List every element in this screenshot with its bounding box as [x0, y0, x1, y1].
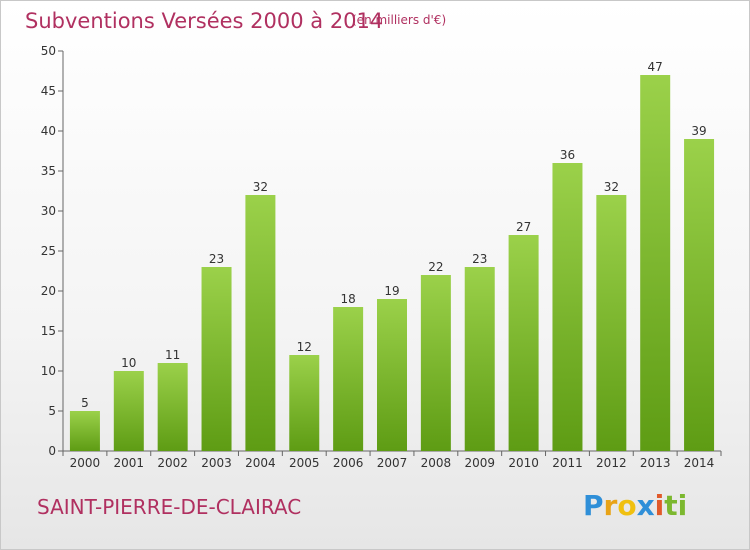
bar-2001 [113, 371, 144, 451]
y-tick-label: 0 [48, 444, 56, 458]
x-tick-label-2009: 2009 [464, 456, 495, 470]
y-tick-label: 35 [41, 164, 56, 178]
bar-2002 [157, 363, 188, 451]
value-label-2004: 32 [253, 180, 268, 194]
value-label-2000: 5 [81, 396, 89, 410]
x-tick-label-2011: 2011 [552, 456, 583, 470]
bar-2010 [508, 235, 539, 451]
bar-2009 [464, 267, 495, 451]
value-label-2005: 12 [297, 340, 312, 354]
bar-2014 [684, 139, 715, 451]
x-tick-label-2001: 2001 [114, 456, 145, 470]
y-tick-label: 30 [41, 204, 56, 218]
bar-2005 [289, 355, 320, 451]
proxiti-logo: Proxiti [583, 489, 688, 522]
y-tick-label: 10 [41, 364, 56, 378]
place-name: SAINT-PIERRE-DE-CLAIRAC [37, 495, 302, 519]
x-tick-label-2010: 2010 [508, 456, 539, 470]
x-tick-label-2007: 2007 [377, 456, 408, 470]
value-label-2008: 22 [428, 260, 443, 274]
chart-title: Subventions Versées 2000 à 2014 [25, 9, 384, 33]
y-tick-label: 15 [41, 324, 56, 338]
x-tick-label-2004: 2004 [245, 456, 276, 470]
y-tick-label: 45 [41, 84, 56, 98]
bar-2012 [596, 195, 627, 451]
x-tick-label-2006: 2006 [333, 456, 364, 470]
bar-2011 [552, 163, 583, 451]
bar-chart: 0 5 10 15 20 25 30 35 40 45 50 2000 2001 2002 2003 2004… [41, 44, 722, 470]
x-tick-label-2005: 2005 [289, 456, 320, 470]
y-tick-label: 25 [41, 244, 56, 258]
value-label-2006: 18 [340, 292, 355, 306]
bar-2000 [69, 411, 100, 451]
value-label-2001: 10 [121, 356, 136, 370]
bar-2007 [377, 299, 407, 451]
y-tick-label: 5 [48, 404, 56, 418]
x-tick-label-2008: 2008 [421, 456, 452, 470]
x-tick-label-2014: 2014 [684, 456, 715, 470]
bar-2013 [640, 75, 671, 451]
x-tick-label-2003: 2003 [201, 456, 232, 470]
x-tick-label-2013: 2013 [640, 456, 671, 470]
bar-2008 [420, 275, 451, 451]
value-label-2013: 47 [648, 60, 663, 74]
y-tick-label: 50 [41, 44, 56, 58]
bar-2003 [201, 267, 232, 451]
value-label-2012: 32 [604, 180, 619, 194]
x-tick-label-2012: 2012 [596, 456, 627, 470]
value-label-2007: 19 [384, 284, 399, 298]
y-tick-label: 20 [41, 284, 56, 298]
value-label-2010: 27 [516, 220, 531, 234]
value-label-2014: 39 [691, 124, 706, 138]
bar-2004 [245, 195, 276, 451]
value-label-2002: 11 [165, 348, 180, 362]
y-tick-label: 40 [41, 124, 56, 138]
value-label-2009: 23 [472, 252, 487, 266]
bar-2006 [333, 307, 364, 451]
value-label-2003: 23 [209, 252, 224, 266]
x-tick-label-2002: 2002 [157, 456, 188, 470]
chart-subtitle: (en milliers d'€) [352, 13, 447, 27]
x-tick-label-2000: 2000 [70, 456, 101, 470]
value-label-2011: 36 [560, 148, 575, 162]
